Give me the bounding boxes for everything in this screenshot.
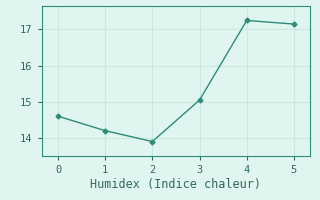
X-axis label: Humidex (Indice chaleur): Humidex (Indice chaleur) <box>91 178 261 191</box>
